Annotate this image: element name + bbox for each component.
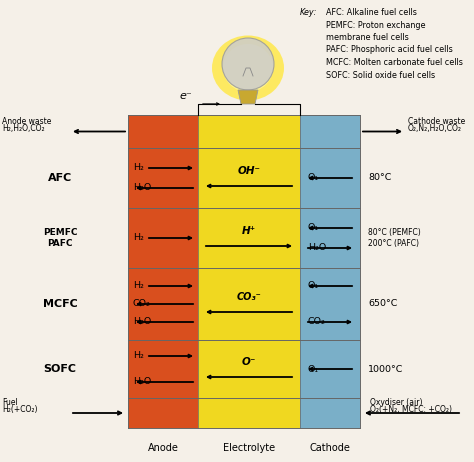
Text: CO₂: CO₂ (133, 299, 151, 309)
Text: OH⁻: OH⁻ (237, 166, 261, 176)
Polygon shape (238, 90, 258, 104)
Text: MCFC: Molten carbonate fuel cells: MCFC: Molten carbonate fuel cells (326, 58, 463, 67)
Text: CO₃⁻: CO₃⁻ (237, 292, 261, 302)
Circle shape (222, 38, 274, 90)
Text: H⁺: H⁺ (242, 226, 256, 236)
Text: H₂: H₂ (133, 352, 144, 360)
Text: H₂: H₂ (133, 233, 144, 243)
Text: Electrolyte: Electrolyte (223, 443, 275, 453)
Text: Cathode waste: Cathode waste (408, 116, 465, 126)
Text: AFC: AFC (48, 173, 72, 183)
Text: Fuel: Fuel (2, 398, 18, 407)
Text: Anode waste: Anode waste (2, 116, 51, 126)
Text: H₂: H₂ (133, 164, 144, 172)
Text: H₂O: H₂O (133, 317, 151, 327)
Text: O₁: O₁ (308, 174, 319, 182)
Text: PEMFC
PAFC: PEMFC PAFC (43, 228, 77, 248)
Text: membrane fuel cells: membrane fuel cells (326, 33, 409, 42)
Text: Anode: Anode (147, 443, 178, 453)
Text: O₂,N₂,H₂O,CO₂: O₂,N₂,H₂O,CO₂ (408, 123, 462, 133)
Text: H₂O: H₂O (133, 377, 151, 387)
Text: O⁻: O⁻ (242, 357, 256, 367)
Text: Cathode: Cathode (310, 443, 350, 453)
Text: 80°C: 80°C (368, 174, 392, 182)
Text: H₂,H₂O,CO₂: H₂,H₂O,CO₂ (2, 123, 45, 133)
Text: 80°C (PEMFC)
200°C (PAFC): 80°C (PEMFC) 200°C (PAFC) (368, 228, 421, 248)
Bar (128, 115, 198, 428)
Text: AFC: Alkaline fuel cells: AFC: Alkaline fuel cells (326, 8, 417, 17)
Ellipse shape (223, 44, 273, 92)
Text: 650°C: 650°C (368, 299, 397, 309)
Text: MCFC: MCFC (43, 299, 77, 309)
Text: O₁: O₁ (308, 224, 319, 232)
Text: H₂(+CO₂): H₂(+CO₂) (2, 405, 37, 414)
Text: 1000°C: 1000°C (368, 365, 403, 373)
Bar (300, 115, 360, 428)
Text: PEMFC: Proton exchange: PEMFC: Proton exchange (326, 20, 426, 30)
Text: CO₂: CO₂ (308, 317, 326, 327)
Text: Key:: Key: (300, 8, 318, 17)
Text: Oxydiser (air): Oxydiser (air) (370, 398, 422, 407)
Text: O₂(+N₂, MCFC: +CO₂): O₂(+N₂, MCFC: +CO₂) (370, 405, 452, 414)
Text: O₁: O₁ (308, 365, 319, 373)
Text: e⁻: e⁻ (180, 91, 192, 101)
Text: O₁: O₁ (308, 281, 319, 291)
Text: H₂O: H₂O (308, 243, 326, 253)
Text: H₂O: H₂O (133, 183, 151, 193)
Bar (198, 115, 300, 428)
Text: H₂: H₂ (133, 281, 144, 291)
Ellipse shape (212, 36, 284, 101)
Text: SOFC: Solid oxide fuel cells: SOFC: Solid oxide fuel cells (326, 71, 435, 79)
Text: SOFC: SOFC (44, 364, 76, 374)
Text: PAFC: Phosphoric acid fuel cells: PAFC: Phosphoric acid fuel cells (326, 45, 453, 55)
